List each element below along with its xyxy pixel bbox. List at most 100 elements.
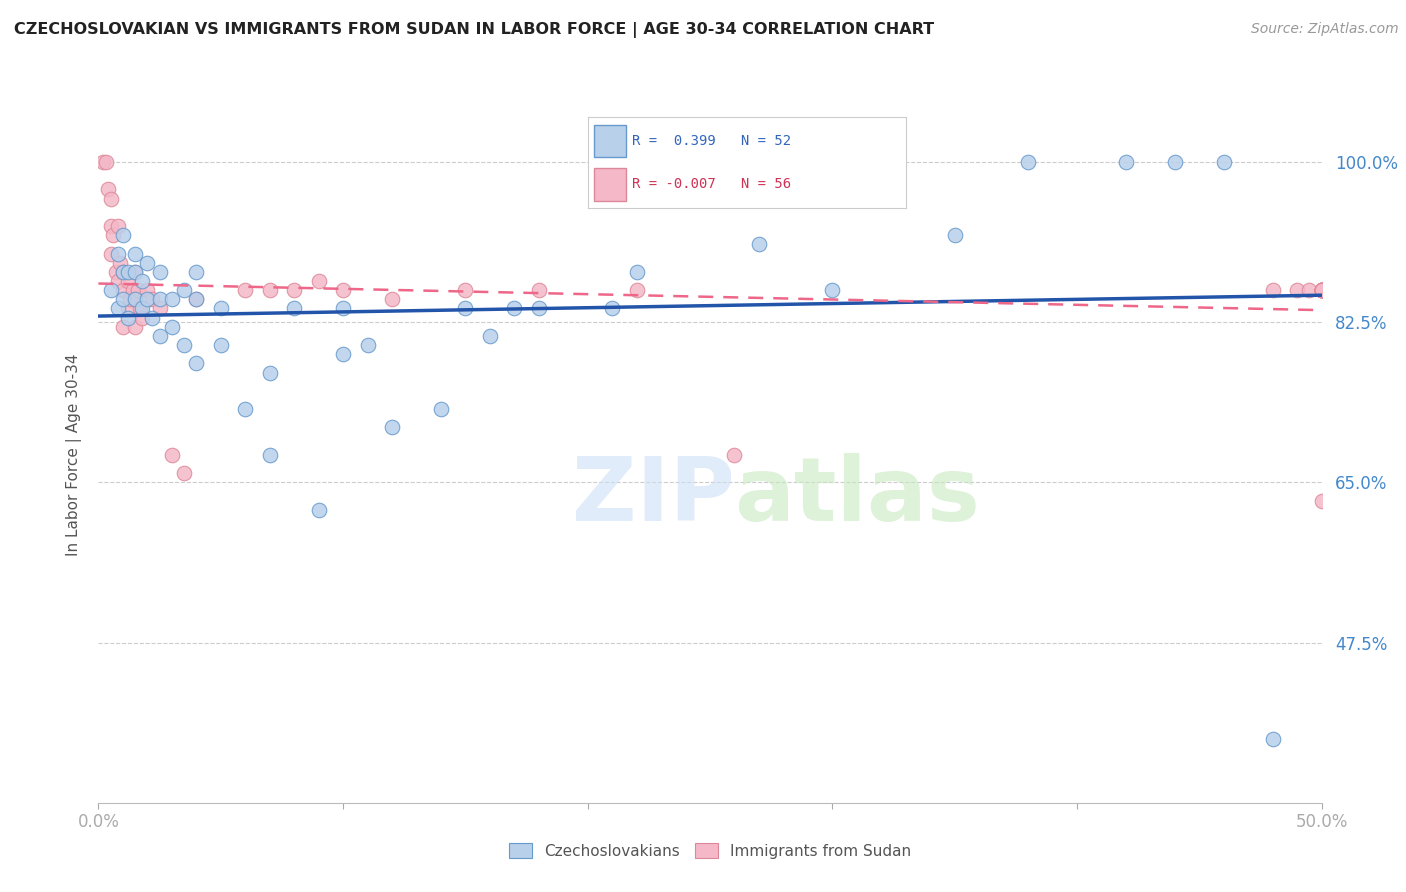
Point (1310, 283, 1333, 297)
Point (110, 255, 132, 269)
Point (332, 301, 354, 316)
Point (308, 274, 330, 288)
Point (283, 283, 305, 297)
Point (1115, 155, 1137, 169)
Point (111, 265, 134, 279)
Point (129, 301, 152, 316)
Point (186, 265, 208, 279)
Point (141, 310, 163, 325)
Point (117, 301, 139, 316)
Point (136, 255, 159, 269)
Point (821, 283, 844, 297)
Point (478, 329, 501, 343)
Point (100, 219, 122, 233)
Point (233, 283, 256, 297)
Point (527, 301, 550, 316)
Point (209, 338, 232, 352)
Point (111, 293, 134, 307)
Point (100, 246, 122, 260)
Point (332, 283, 354, 297)
Point (111, 265, 134, 279)
Point (1261, 731, 1284, 746)
Point (107, 274, 129, 288)
Point (1310, 283, 1333, 297)
Point (124, 246, 146, 260)
Point (381, 293, 404, 307)
Point (283, 301, 305, 316)
Point (259, 366, 281, 380)
Point (1212, 155, 1234, 169)
Point (723, 448, 745, 462)
Point (117, 265, 139, 279)
Point (1310, 283, 1333, 297)
Y-axis label: In Labor Force | Age 30-34: In Labor Force | Age 30-34 (66, 353, 82, 557)
Point (124, 293, 146, 307)
Point (1310, 283, 1333, 297)
Point (356, 338, 378, 352)
Point (100, 192, 122, 206)
Point (107, 246, 129, 260)
Point (943, 228, 966, 243)
Point (149, 265, 172, 279)
Point (100, 283, 122, 297)
Text: CZECHOSLOVAKIAN VS IMMIGRANTS FROM SUDAN IN LABOR FORCE | AGE 30-34 CORRELATION : CZECHOSLOVAKIAN VS IMMIGRANTS FROM SUDAN… (14, 22, 934, 38)
Point (503, 301, 526, 316)
Point (124, 265, 146, 279)
Point (127, 283, 149, 297)
Point (94, 155, 117, 169)
Point (186, 293, 208, 307)
Text: ZIP: ZIP (572, 453, 734, 541)
Point (136, 293, 159, 307)
Point (1310, 283, 1333, 297)
Point (91, 155, 114, 169)
Point (600, 301, 623, 316)
Point (117, 274, 139, 288)
Point (131, 274, 153, 288)
Point (748, 237, 770, 252)
Point (209, 301, 232, 316)
Point (173, 467, 195, 481)
Point (104, 265, 127, 279)
Point (1310, 283, 1333, 297)
Point (1017, 155, 1039, 169)
Text: Source: ZipAtlas.com: Source: ZipAtlas.com (1251, 22, 1399, 37)
Point (626, 265, 648, 279)
Point (1286, 283, 1309, 297)
Point (1310, 283, 1333, 297)
Point (124, 265, 146, 279)
Point (527, 283, 550, 297)
Point (124, 319, 146, 334)
Point (97, 182, 120, 196)
Point (111, 228, 134, 243)
Point (1164, 155, 1187, 169)
Point (101, 228, 124, 243)
Point (259, 283, 281, 297)
Text: atlas: atlas (734, 453, 980, 541)
Point (124, 293, 146, 307)
Point (160, 319, 183, 334)
Point (1310, 283, 1333, 297)
Point (117, 310, 139, 325)
Point (186, 293, 208, 307)
Point (121, 283, 143, 297)
Legend: Czechoslovakians, Immigrants from Sudan: Czechoslovakians, Immigrants from Sudan (503, 837, 917, 864)
Point (120, 293, 142, 307)
Point (1310, 283, 1333, 297)
Point (308, 503, 330, 517)
Point (430, 402, 453, 417)
Point (332, 347, 354, 361)
Point (233, 402, 256, 417)
Point (173, 338, 195, 352)
Point (136, 283, 159, 297)
Point (149, 301, 172, 316)
Point (1298, 283, 1320, 297)
Point (1310, 283, 1333, 297)
Point (173, 283, 195, 297)
Point (107, 301, 129, 316)
Point (160, 293, 183, 307)
Point (107, 219, 129, 233)
Point (454, 283, 477, 297)
Point (259, 448, 281, 462)
Point (149, 293, 172, 307)
Point (1310, 283, 1333, 297)
